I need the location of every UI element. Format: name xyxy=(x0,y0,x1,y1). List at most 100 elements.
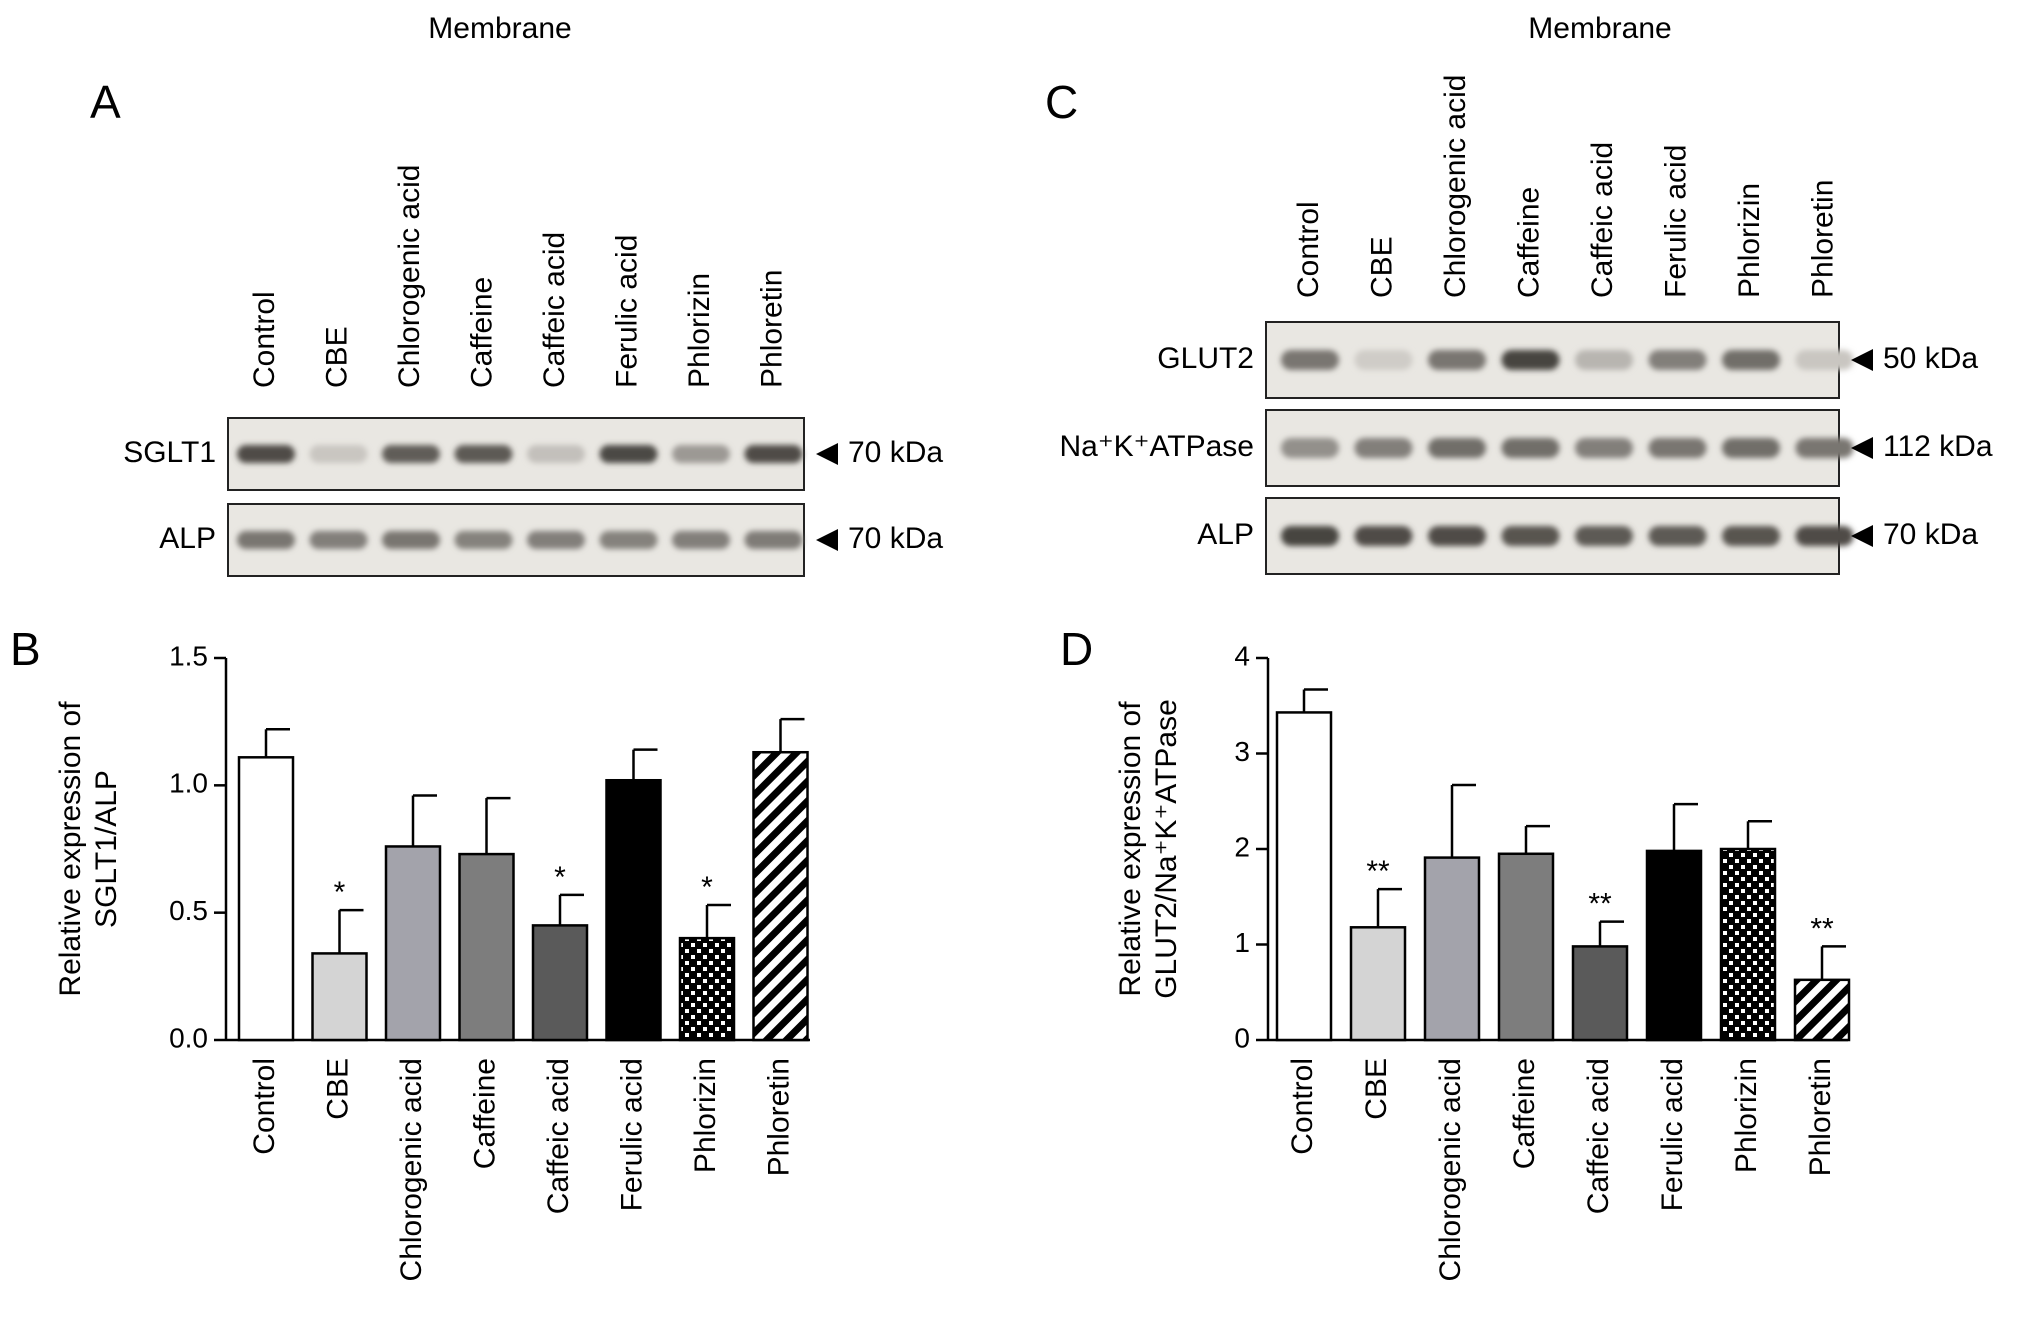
panel-a-size-label: 70 kDa xyxy=(848,436,943,469)
panel-c-lane-label-control: Control xyxy=(1292,201,1325,298)
chart-b-x-tick-label-cbe: CBE xyxy=(321,1058,354,1120)
chart-d-bar-ferulic-acid xyxy=(1645,849,1703,1042)
panel-c-blot-alp: ALP 70 kDa xyxy=(1197,497,1978,575)
chart-d-significance-marker: ** xyxy=(1588,888,1612,921)
panel-a-protein-label: ALP xyxy=(159,522,216,555)
panel-b-label: B xyxy=(10,623,41,675)
blot-band xyxy=(1648,526,1707,546)
arrow-icon xyxy=(1851,349,1873,371)
blot-band xyxy=(1354,526,1413,546)
blot-band xyxy=(1281,526,1339,546)
blot-band xyxy=(1722,350,1780,370)
chart-d-x-tick-label-caffeine: Caffeine xyxy=(1508,1058,1541,1169)
blot-band xyxy=(1648,350,1707,370)
chart-b-bar-chlorogenic-acid xyxy=(384,845,442,1042)
panel-a-lane-label-cbe: CBE xyxy=(320,326,353,388)
panel-c-lane-label-caffeine: Caffeine xyxy=(1512,187,1545,298)
panel-d-label: D xyxy=(1060,623,1093,675)
blot-band xyxy=(1722,438,1780,458)
blot-band xyxy=(1575,438,1633,458)
panel-c-lane-label-phloretin: Phloretin xyxy=(1806,180,1839,298)
chart-d-significance-marker: ** xyxy=(1810,912,1834,945)
chart-d-bar-phlorizin xyxy=(1719,847,1777,1042)
panel-a-label: A xyxy=(90,76,121,128)
panel-c-lane-label-chlorogenic-acid: Chlorogenic acid xyxy=(1439,75,1472,298)
blot-band xyxy=(599,531,658,549)
arrow-icon xyxy=(1851,525,1873,547)
blot-band xyxy=(454,445,513,463)
panel-c-lane-label-cbe: CBE xyxy=(1365,236,1398,298)
chart-d-y-tick-label: 1 xyxy=(1234,927,1250,958)
blot-band xyxy=(1501,350,1560,370)
blot-band xyxy=(382,445,440,463)
blot-band xyxy=(1428,526,1486,546)
blot-band xyxy=(527,445,585,463)
chart-d-x-tick-label-control: Control xyxy=(1286,1058,1319,1155)
panel-a-lane-label-phloretin: Phloretin xyxy=(755,270,788,388)
chart-d-x-tick-label-phlorizin: Phlorizin xyxy=(1730,1058,1763,1173)
panel-a-lane-label-caffeine: Caffeine xyxy=(465,277,498,388)
chart-d-bar-caffeine xyxy=(1497,852,1555,1042)
chart-d-bar-caffeic-acid xyxy=(1571,945,1629,1042)
blot-band xyxy=(1722,526,1780,546)
panel-c: C Membrane Control CBE Chlorogenic acid Caf… xyxy=(1045,12,1993,575)
panel-d: D 0 1 2 3 4 Relative expression of GLUT2/Na⁺K⁺… xyxy=(1060,623,1851,1281)
chart-d-significance-marker: ** xyxy=(1366,855,1390,888)
panel-c-lane-labels: Control CBE Chlorogenic acid Caffeine Caffei… xyxy=(1292,75,1840,298)
blot-band xyxy=(672,531,730,549)
blot-band xyxy=(1501,526,1560,546)
chart-b-x-tick-label-phlorizin: Phlorizin xyxy=(689,1058,722,1173)
chart-b-significance-marker: * xyxy=(554,861,566,894)
chart-b-bar-caffeine xyxy=(458,852,515,1042)
blot-band xyxy=(744,531,803,549)
chart-d-y-tick-label: 2 xyxy=(1234,831,1250,862)
blot-band xyxy=(1428,350,1486,370)
blot-band xyxy=(1501,438,1560,458)
panel-a-size-label: 70 kDa xyxy=(848,522,943,555)
panel-a-lane-labels: Control CBE Chlorogenic acid Caffeine Caffei… xyxy=(248,165,789,388)
chart-b-x-tick-label-phloretin: Phloretin xyxy=(762,1058,795,1176)
chart-d-x-tick-label-caffeic-acid: Caffeic acid xyxy=(1582,1058,1615,1214)
panel-c-blot-glut2: GLUT2 50 kDa xyxy=(1157,321,1978,399)
panel-c-lane-label-phlorizin: Phlorizin xyxy=(1733,183,1766,298)
chart-d-y-tick-label: 3 xyxy=(1234,736,1250,767)
panel-c-lane-label-caffeic-acid: Caffeic acid xyxy=(1586,142,1619,298)
panel-c-protein-label: ALP xyxy=(1197,518,1254,551)
chart-b-significance-marker: * xyxy=(701,871,713,904)
panel-c-size-label: 50 kDa xyxy=(1883,342,1978,375)
chart-b-bar-control xyxy=(237,756,295,1042)
blot-band xyxy=(672,445,730,463)
chart-b-bar-phloretin xyxy=(752,750,809,1042)
panel-a-protein-label: SGLT1 xyxy=(123,436,216,469)
blot-band xyxy=(1795,438,1854,458)
chart-b: 0.0 0.5 1.0 1.5 Relative expression of SGLT1/… xyxy=(54,640,810,1281)
chart-b-y-tick-label: 1.5 xyxy=(169,640,208,671)
chart-d-y-tick-label: 4 xyxy=(1234,640,1250,671)
chart-d-x-tick-label-cbe: CBE xyxy=(1360,1058,1393,1120)
blot-band xyxy=(454,531,513,549)
blot-band xyxy=(1575,350,1633,370)
blot-band xyxy=(1575,526,1633,546)
blot-band xyxy=(1648,438,1707,458)
arrow-icon xyxy=(1851,437,1873,459)
chart-b-y-tick-label: 1.0 xyxy=(169,768,208,799)
blot-band xyxy=(382,531,440,549)
blot-band xyxy=(599,445,658,463)
chart-b-x-tick-label-chlorogenic-acid: Chlorogenic acid xyxy=(395,1058,428,1281)
blot-band xyxy=(309,531,368,549)
chart-b-y-axis-label: Relative expression of xyxy=(54,701,87,997)
chart-b-bar-ferulic-acid xyxy=(605,778,662,1042)
panel-a-blot-alp: ALP 70 kDa xyxy=(159,503,943,577)
chart-b-y-tick-label: 0.5 xyxy=(169,895,208,926)
panel-c-header: Membrane xyxy=(1528,12,1671,45)
chart-d-x-tick-label-ferulic-acid: Ferulic acid xyxy=(1656,1058,1689,1211)
panel-a-lane-label-ferulic-acid: Ferulic acid xyxy=(610,235,643,388)
chart-b-bar-caffeic-acid xyxy=(531,924,589,1042)
chart-d-bar-chlorogenic-acid xyxy=(1423,856,1481,1042)
blot-band xyxy=(1281,350,1339,370)
panel-c-size-label: 70 kDa xyxy=(1883,518,1978,551)
panel-c-protein-label: Na⁺K⁺ATPase xyxy=(1059,430,1254,463)
panel-a-blots: SGLT1 70 kDa ALP 70 kDa xyxy=(123,417,943,577)
panel-a-blot-sglt1: SGLT1 70 kDa xyxy=(123,417,943,491)
